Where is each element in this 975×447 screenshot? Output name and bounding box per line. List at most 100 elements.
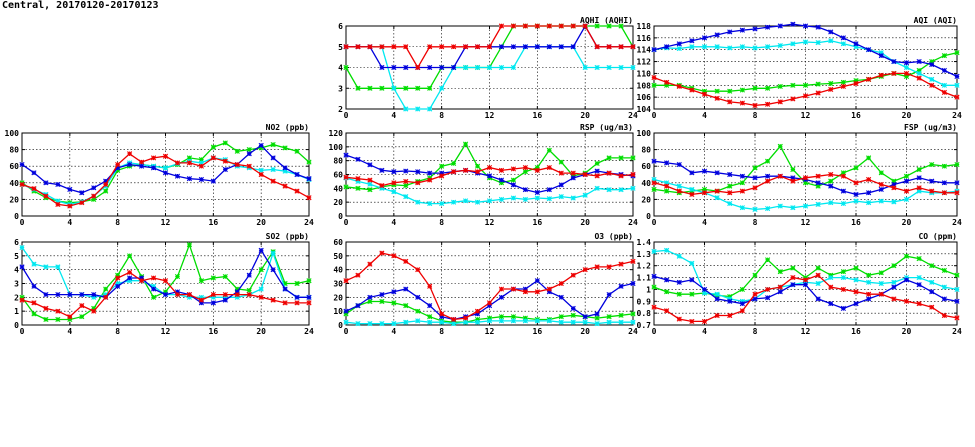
data-point-cyan	[222, 294, 228, 300]
data-point-red	[270, 178, 276, 184]
data-point-cyan	[462, 64, 469, 71]
data-point-cyan	[606, 319, 612, 325]
data-point-cyan	[618, 187, 624, 193]
data-point-blue	[474, 311, 481, 317]
data-point-blue	[55, 291, 61, 298]
data-point-blue	[765, 173, 771, 179]
data-point-cyan	[486, 64, 493, 71]
data-point-green	[91, 305, 97, 311]
data-point-cyan	[379, 185, 385, 191]
data-point-blue	[594, 311, 600, 317]
data-point-cyan	[31, 261, 37, 267]
y-tick-label: 40	[641, 179, 651, 188]
data-point-green	[343, 64, 349, 71]
data-point-red	[570, 272, 576, 278]
data-point-red	[594, 264, 600, 270]
data-point-green	[103, 286, 109, 292]
data-point-blue	[282, 286, 288, 292]
y-tick-label: 60	[333, 238, 343, 247]
y-tick-label: 3	[14, 280, 19, 289]
data-point-green	[840, 79, 846, 85]
data-point-red	[31, 300, 37, 306]
data-point-green	[462, 141, 469, 147]
data-point-red	[558, 23, 564, 29]
y-tick-label: 3	[338, 84, 343, 93]
data-point-blue	[486, 173, 493, 179]
data-point-green	[802, 180, 809, 186]
data-point-green	[664, 188, 670, 194]
data-point-cyan	[355, 321, 361, 327]
data-point-red	[765, 101, 771, 107]
data-point-green	[676, 291, 682, 297]
data-point-blue	[840, 188, 846, 194]
data-point-blue	[67, 291, 73, 298]
y-tick-label: 2	[14, 293, 19, 302]
x-tick-label: 24	[952, 327, 962, 336]
data-point-green	[558, 159, 564, 165]
data-point-red	[866, 176, 872, 183]
data-point-cyan	[777, 42, 783, 49]
data-point-cyan	[150, 283, 157, 289]
x-tick-label: 4	[702, 111, 707, 120]
data-point-cyan	[752, 206, 758, 212]
data-point-blue	[903, 178, 910, 184]
y-tick-label: 110	[637, 69, 652, 78]
data-point-cyan	[546, 318, 552, 324]
data-point-blue	[55, 181, 61, 188]
data-point-blue	[815, 24, 821, 30]
data-point-blue	[790, 21, 796, 27]
data-point-red	[486, 300, 493, 306]
data-point-cyan	[91, 294, 97, 300]
data-point-blue	[403, 168, 409, 174]
data-point-cyan	[462, 198, 469, 204]
chart-title-so2: SO2 (ppb)	[266, 232, 309, 241]
data-point-green	[891, 178, 897, 184]
data-point-blue	[546, 187, 552, 193]
data-point-blue	[343, 152, 349, 158]
data-point-cyan	[546, 196, 552, 202]
data-point-green	[222, 140, 228, 146]
data-point-red	[689, 191, 695, 198]
y-tick-label: 1.2	[637, 262, 652, 271]
data-point-cyan	[664, 247, 670, 253]
data-point-green	[127, 253, 133, 259]
data-point-cyan	[878, 198, 884, 204]
data-point-blue	[790, 282, 796, 288]
data-point-red	[67, 314, 73, 320]
data-point-green	[558, 314, 564, 320]
data-point-blue	[379, 291, 385, 298]
data-point-red	[815, 272, 821, 278]
data-point-blue	[891, 284, 897, 290]
data-point-green	[630, 311, 636, 317]
data-point-red	[186, 160, 193, 166]
x-tick-label: 20	[256, 327, 266, 336]
data-point-blue	[379, 167, 385, 173]
data-point-red	[282, 300, 288, 306]
x-tick-label: 4	[67, 218, 72, 227]
data-point-blue	[866, 190, 872, 196]
data-point-blue	[403, 64, 409, 71]
data-point-green	[403, 182, 409, 189]
data-point-cyan	[853, 44, 859, 50]
data-point-red	[802, 277, 809, 283]
data-point-blue	[714, 170, 720, 176]
data-point-blue	[828, 301, 834, 307]
data-point-green	[929, 161, 935, 168]
data-point-blue	[498, 177, 505, 183]
data-point-blue	[138, 275, 145, 281]
data-point-cyan	[739, 44, 745, 50]
data-point-red	[367, 177, 373, 183]
data-point-green	[903, 253, 910, 259]
data-point-blue	[115, 165, 121, 171]
x-tick-label: 8	[753, 218, 758, 227]
data-point-cyan	[258, 167, 264, 173]
data-point-cyan	[510, 64, 517, 71]
data-point-red	[462, 167, 469, 173]
data-point-green	[534, 164, 540, 171]
data-point-red	[403, 178, 409, 185]
data-point-green	[510, 314, 517, 320]
data-point-cyan	[498, 64, 505, 71]
data-point-blue	[31, 170, 37, 176]
data-point-blue	[570, 305, 576, 311]
data-point-red	[79, 303, 85, 309]
